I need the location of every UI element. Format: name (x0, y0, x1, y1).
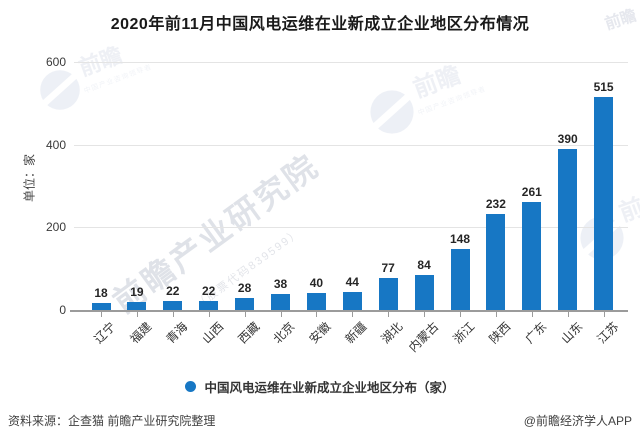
bar-陕西 (486, 214, 506, 310)
x-category-label-新疆: 新疆 (342, 319, 370, 347)
bar-福建 (127, 302, 147, 310)
x-category-label-广东: 广东 (522, 319, 550, 347)
x-tick-江苏 (603, 312, 605, 317)
bar-西藏 (235, 298, 255, 310)
bar-山西 (199, 300, 219, 310)
x-tick-陕西 (495, 312, 497, 317)
bar-value-青海: 22 (166, 283, 180, 298)
y-tick-label-200: 200 (45, 220, 66, 235)
footer: 资料来源：企查猫 前瞻产业研究院整理 @前瞻经济学人APP (8, 412, 632, 429)
x-category-label-湖北: 湖北 (378, 319, 406, 347)
y-tick-label-400: 400 (45, 137, 66, 152)
x-tick-山西 (208, 312, 210, 317)
bar-value-福建: 19 (130, 285, 144, 300)
chart-title: 2020年前11月中国风电运维在业新成立企业地区分布情况 (110, 16, 530, 33)
watermark-logo: 前瞻 中国产业咨询领导者 (38, 40, 158, 120)
x-tick-湖北 (388, 312, 390, 317)
watermark-brand-text: 前瞻 (75, 42, 126, 81)
bar-内蒙古 (414, 275, 434, 310)
bar-value-陕西: 232 (485, 197, 506, 212)
x-tick-新疆 (352, 312, 354, 317)
x-axis-line (70, 310, 628, 312)
legend: 中国风电运维在业新成立企业地区分布（家） (0, 377, 640, 396)
bar-value-山西: 22 (202, 283, 216, 298)
x-category-label-内蒙古: 内蒙古 (406, 319, 442, 355)
gridline-600 (74, 62, 628, 63)
y-axis-title: 单位：家 (22, 153, 37, 203)
source-text: 资料来源：企查猫 前瞻产业研究院整理 (8, 414, 216, 428)
bar-辽宁 (91, 302, 111, 310)
bar-value-浙江: 148 (449, 231, 471, 246)
bar-value-北京: 38 (273, 277, 288, 292)
x-category-label-江苏: 江苏 (594, 319, 621, 347)
bar-value-江苏: 515 (593, 80, 614, 95)
brand-swoosh-icon (368, 88, 416, 136)
x-tick-山东 (567, 312, 569, 317)
x-tick-青海 (172, 312, 174, 317)
x-category-label-福建: 福建 (127, 319, 155, 347)
x-tick-西藏 (244, 312, 246, 317)
x-tick-浙江 (460, 312, 461, 317)
bar-北京 (271, 294, 290, 310)
x-tick-内蒙古 (424, 312, 426, 317)
bar-江苏 (594, 97, 614, 310)
x-category-label-辽宁: 辽宁 (91, 319, 119, 347)
x-category-label-陕西: 陕西 (486, 319, 514, 347)
bar-广东 (522, 202, 542, 310)
bar-value-山东: 390 (557, 131, 578, 146)
watermark-tagline: 中国产业咨询领导者 (417, 85, 488, 118)
x-category-label-北京: 北京 (270, 319, 298, 347)
x-category-label-青海: 青海 (163, 319, 191, 347)
legend-marker-dot (185, 381, 197, 392)
x-tick-广东 (531, 312, 533, 317)
x-category-label-山东: 山东 (558, 319, 586, 347)
bar-value-新疆: 44 (345, 274, 359, 289)
y-tick-label-600: 600 (45, 55, 66, 69)
credit-text: @前瞻经济学人APP (523, 414, 632, 428)
bar-安徽 (306, 293, 326, 310)
x-tick-辽宁 (101, 312, 102, 317)
bar-山东 (558, 148, 578, 310)
watermark-brand-text: 前瞻 (615, 185, 640, 228)
gridline-400 (74, 144, 628, 146)
x-tick-北京 (280, 312, 282, 317)
legend-label: 中国风电运维在业新成立企业地区分布（家） (204, 381, 455, 395)
bar-value-广东: 261 (521, 185, 542, 200)
bar-湖北 (378, 278, 398, 310)
bar-value-安徽: 40 (309, 276, 324, 291)
bar-value-湖北: 77 (381, 261, 395, 276)
watermark-logo: 前瞻 中国产业咨询领导者 (368, 58, 498, 144)
bar-value-辽宁: 18 (94, 285, 108, 300)
bar-新疆 (342, 291, 362, 310)
watermark-tagline: 中国产业咨询领导者 (83, 63, 154, 96)
brand-swoosh-icon (38, 68, 82, 112)
gridline-200 (74, 227, 628, 229)
y-tick-label-0: 0 (59, 303, 66, 317)
x-category-label-浙江: 浙江 (450, 319, 478, 347)
x-category-label-西藏: 西藏 (235, 319, 262, 347)
bar-浙江 (450, 248, 470, 310)
x-tick-福建 (136, 312, 138, 317)
x-tick-安徽 (316, 312, 318, 317)
bar-value-内蒙古: 84 (417, 258, 431, 273)
bar-青海 (163, 300, 183, 310)
bar-value-西藏: 28 (237, 281, 252, 296)
x-category-label-安徽: 安徽 (306, 319, 334, 347)
x-category-label-山西: 山西 (199, 319, 227, 347)
